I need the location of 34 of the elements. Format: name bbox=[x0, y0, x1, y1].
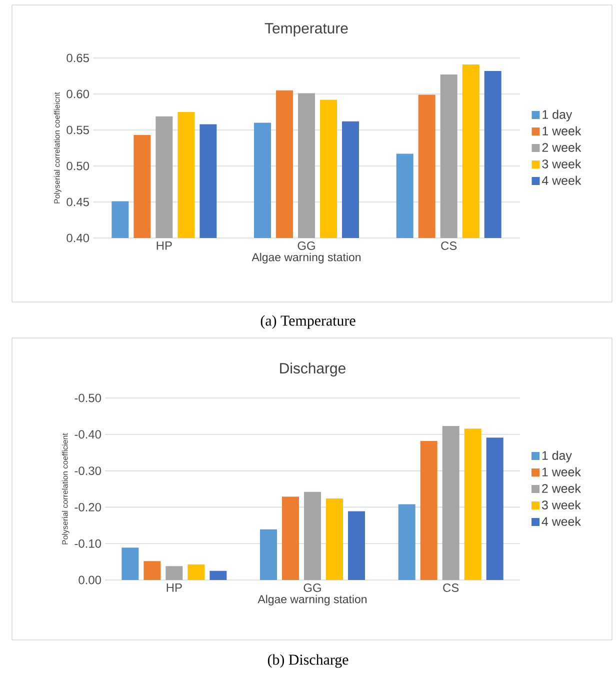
legend-label: 1 day bbox=[542, 110, 572, 122]
legend-label: 4 week bbox=[542, 516, 581, 526]
x-tick-label: GG bbox=[304, 584, 321, 592]
y-tick-label: -0.30 bbox=[74, 466, 102, 476]
chart-title: Discharge bbox=[280, 362, 346, 376]
x-tick-label: HP bbox=[156, 242, 172, 250]
x-tick-label: CS bbox=[441, 242, 457, 250]
legend-label: 1 week bbox=[542, 467, 581, 476]
legend-label: 2 week bbox=[542, 484, 581, 493]
y-tick-label: -0.10 bbox=[74, 539, 102, 548]
y-tick-label: -0.50 bbox=[74, 394, 102, 402]
legend-label: 4 week bbox=[542, 176, 582, 185]
legend-label: 1 day bbox=[542, 450, 572, 462]
y-tick-label: 0.45 bbox=[66, 198, 89, 206]
y-tick-label: 0.60 bbox=[66, 90, 90, 98]
y-tick-label: 0.00 bbox=[78, 576, 102, 584]
legend-label: 3 week bbox=[542, 500, 581, 510]
x-axis-title: Algae warning station bbox=[252, 252, 360, 264]
y-tick-label: 0.40 bbox=[66, 234, 90, 242]
text: (a) Temperature bbox=[260, 315, 356, 329]
y-tick-label: -0.20 bbox=[74, 502, 102, 512]
text: (b) Discharge bbox=[268, 654, 348, 668]
y-tick-label: 0.55 bbox=[66, 126, 89, 134]
x-tick-label: GG bbox=[298, 242, 315, 250]
y-tick-label: -0.40 bbox=[74, 430, 102, 439]
chart-title: Temperature bbox=[264, 23, 348, 36]
x-tick-label: HP bbox=[166, 584, 182, 592]
x-axis-title: Algae warning station bbox=[258, 594, 366, 606]
legend-label: 3 week bbox=[542, 159, 582, 168]
x-tick-label: CS bbox=[443, 584, 459, 592]
legend-label: 1 week bbox=[542, 126, 582, 136]
legend-label: 2 week bbox=[542, 142, 582, 152]
y-tick-label: 0.50 bbox=[66, 162, 90, 170]
y-tick-label: 0.65 bbox=[66, 54, 89, 62]
